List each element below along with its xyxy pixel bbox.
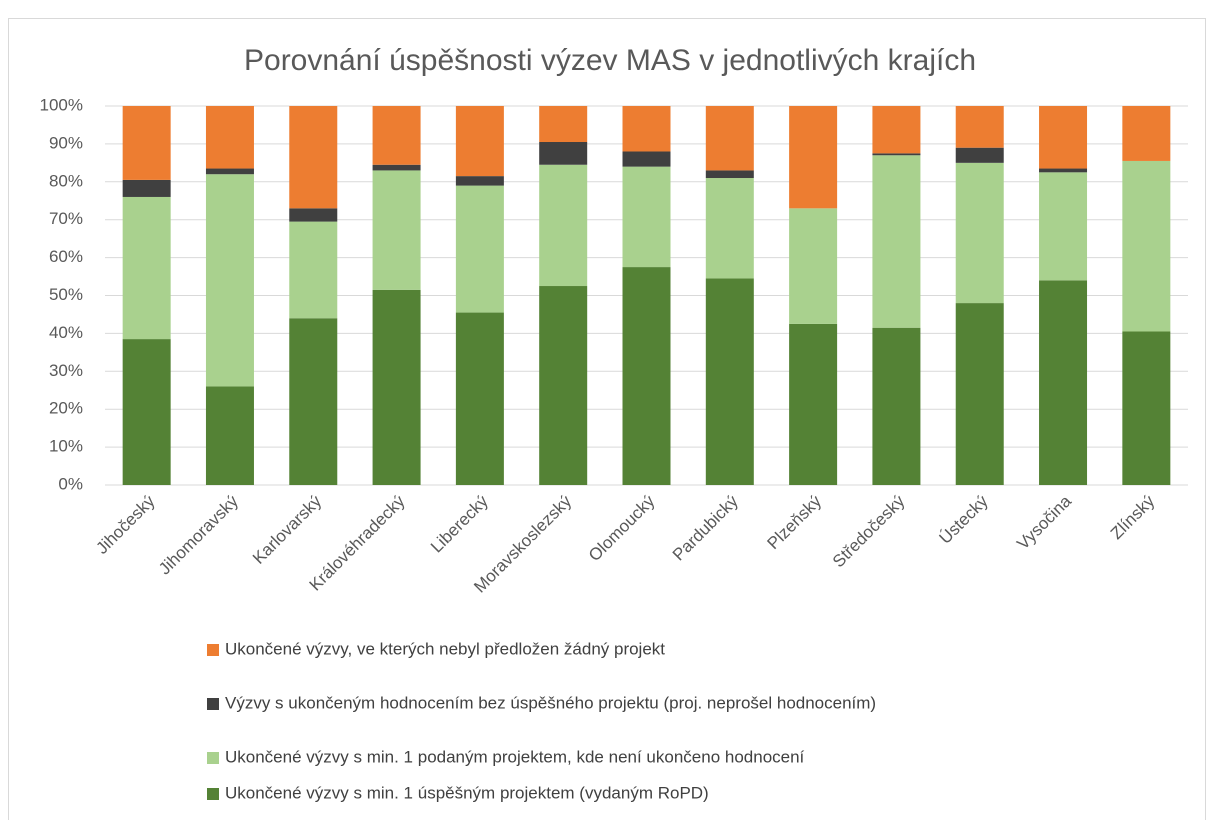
bar-segment [789, 106, 838, 209]
x-tick-label: Olomoucký [585, 491, 659, 565]
y-tick-label: 0% [58, 474, 83, 493]
bar-segment [455, 106, 504, 177]
x-tick-label: Jihočeský [92, 491, 159, 558]
bar-segment [372, 289, 421, 485]
bar-segment [955, 106, 1004, 148]
bar-segment [205, 174, 254, 387]
y-tick-label: 50% [49, 285, 83, 304]
y-tick-label: 10% [49, 437, 83, 456]
bar-segment [955, 162, 1004, 304]
y-tick-label: 40% [49, 323, 83, 342]
legend-label: Ukončené výzvy s min. 1 úspěšným projekt… [225, 783, 709, 802]
bar-segment [955, 303, 1004, 485]
bar-segment [205, 106, 254, 169]
y-tick-label: 20% [49, 399, 83, 418]
y-tick-label: 60% [49, 247, 83, 266]
x-tick-label: Vysočina [1013, 491, 1075, 553]
y-tick-label: 80% [49, 171, 83, 190]
legend-label: Ukončené výzvy, ve kterých nebyl předlož… [225, 639, 665, 658]
y-tick-label: 90% [49, 133, 83, 152]
bar-segment [372, 170, 421, 290]
x-tick-label: Liberecký [427, 491, 492, 556]
bar-segment [289, 318, 338, 485]
legend-swatch [207, 644, 219, 656]
bar-segment [955, 147, 1004, 163]
bar-segment [789, 208, 838, 324]
bar-segment [122, 339, 171, 485]
bar-segment [455, 185, 504, 313]
bar-segment [705, 170, 754, 179]
bar-segment [1122, 106, 1171, 161]
bar-segment [289, 221, 338, 319]
x-tick-label: Pardubický [669, 491, 742, 564]
bar-segment [289, 106, 338, 209]
bar-segment [539, 106, 588, 143]
bar-segment [122, 179, 171, 197]
bar-segment [622, 267, 671, 485]
bar-segment [705, 278, 754, 485]
bar-segment [122, 196, 171, 340]
legend-swatch [207, 698, 219, 710]
bar-segment [1039, 172, 1088, 281]
bar-segment [455, 312, 504, 485]
x-tick-label: Zlínský [1107, 491, 1159, 543]
x-tick-label: Středočeský [829, 491, 909, 571]
bar-segment [539, 286, 588, 485]
x-tick-label: Karlovarský [249, 491, 326, 568]
bar-segment [622, 106, 671, 152]
bar-segment [705, 106, 754, 171]
bar-segment [455, 176, 504, 186]
legend-swatch [207, 788, 219, 800]
y-tick-label: 30% [49, 361, 83, 380]
x-tick-label: Jihomoravský [155, 491, 242, 578]
bar-segment [872, 106, 921, 154]
chart-border [8, 18, 1206, 825]
bar-segment [872, 155, 921, 328]
bar-segment [205, 386, 254, 485]
bar-segment [872, 327, 921, 485]
bar-segment [122, 106, 171, 180]
bar-segment [1039, 168, 1088, 173]
x-tick-label: Plzeňský [764, 491, 826, 553]
bar-segment [372, 164, 421, 171]
legend-swatch [207, 752, 219, 764]
bar-segment [539, 142, 588, 165]
bar-segment [705, 178, 754, 279]
bar-segment [789, 323, 838, 485]
bar-segment [1039, 280, 1088, 485]
bar-segment [1122, 331, 1171, 485]
x-tick-label: Ústecký [936, 491, 993, 548]
bar-segment [539, 164, 588, 287]
y-tick-label: 100% [40, 95, 83, 114]
bar-segment [622, 151, 671, 167]
bar-segment [872, 153, 921, 156]
bar-segment [372, 106, 421, 165]
legend-label: Ukončené výzvy s min. 1 podaným projekte… [225, 747, 805, 766]
y-tick-label: 70% [49, 209, 83, 228]
bar-segment [205, 168, 254, 175]
bar-segment [622, 166, 671, 268]
chart-title: Porovnání úspěšnosti výzev MAS v jednotl… [244, 44, 976, 77]
bar-segment [289, 208, 338, 222]
bar-segment [1122, 160, 1171, 332]
bar-segment [1039, 106, 1088, 169]
legend-label: Výzvy s ukončeným hodnocením bez úspěšné… [225, 693, 876, 712]
